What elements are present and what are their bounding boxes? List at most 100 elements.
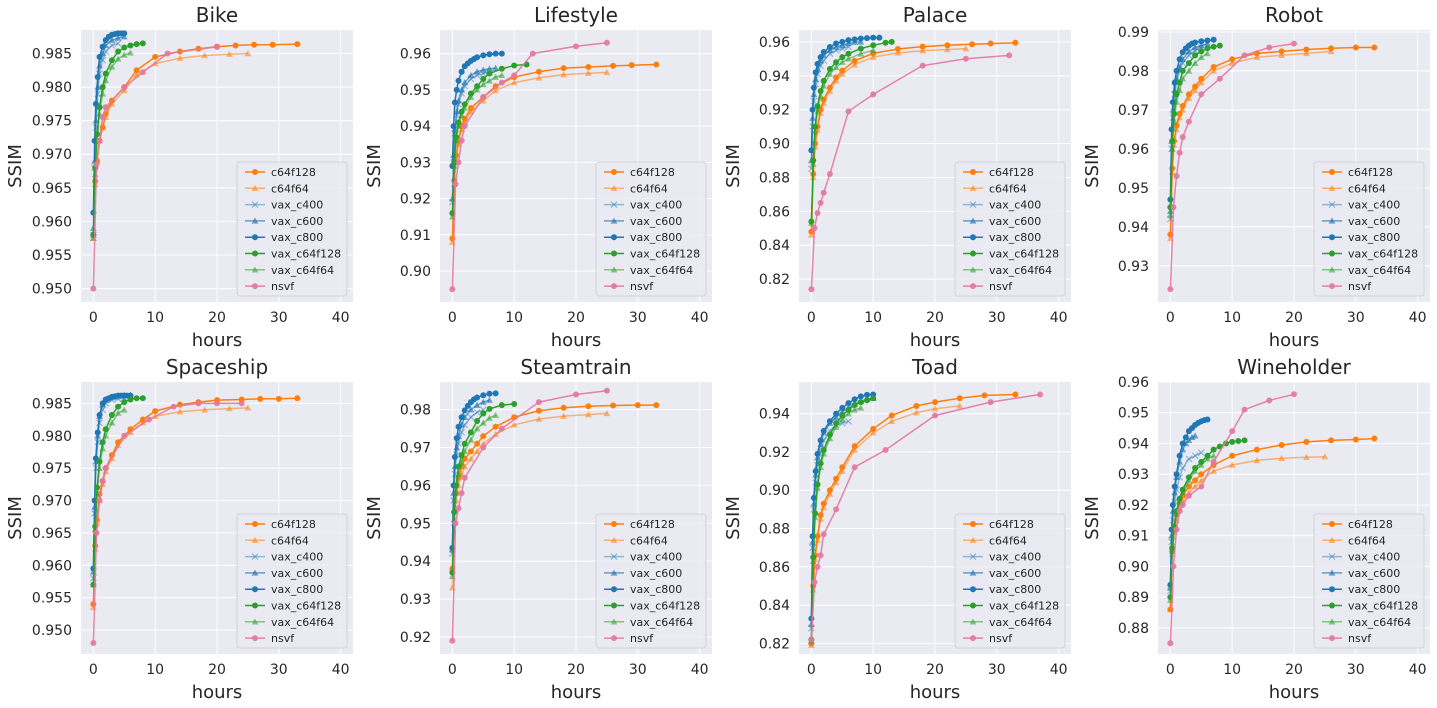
x-tick-label: 30 xyxy=(270,662,288,678)
data-point xyxy=(214,43,220,50)
series-line-vax_c64f64 xyxy=(92,52,131,239)
data-point xyxy=(99,478,106,485)
data-point xyxy=(1191,87,1199,94)
legend-marker-vax_c600 xyxy=(969,569,977,576)
x-tick-label: 30 xyxy=(1347,310,1365,326)
y-tick-label: 0.82 xyxy=(759,636,790,652)
legend-marker-vax_c800 xyxy=(970,234,976,241)
legend-label: vax_c800 xyxy=(1348,231,1400,244)
data-point xyxy=(479,97,487,104)
x-tick-label: 0 xyxy=(89,662,98,678)
y-tick-label: 0.95 xyxy=(400,83,431,99)
data-area xyxy=(1166,391,1378,647)
data-point xyxy=(1179,67,1186,74)
data-point xyxy=(535,74,543,81)
data-point xyxy=(807,641,815,649)
data-point xyxy=(845,55,852,62)
data-point xyxy=(1185,94,1193,101)
legend-label: vax_c64f128 xyxy=(271,600,341,613)
data-point xyxy=(164,50,171,57)
data-point xyxy=(1371,435,1378,442)
data-point xyxy=(93,529,100,536)
data-point xyxy=(458,137,465,144)
data-point xyxy=(1352,44,1359,51)
data-point xyxy=(814,60,821,67)
data-area xyxy=(1166,36,1378,293)
data-point xyxy=(474,418,481,425)
data-point xyxy=(1012,39,1019,46)
data-point xyxy=(839,404,846,411)
legend-label: nsvf xyxy=(271,632,295,645)
data-point xyxy=(1192,52,1199,59)
series-nsvf xyxy=(449,387,610,644)
data-point xyxy=(102,426,109,433)
chart-title: Robot xyxy=(1265,3,1323,27)
legend-label: c64f128 xyxy=(1348,166,1393,179)
data-point xyxy=(1179,501,1186,508)
data-point xyxy=(455,423,462,430)
panel-spaceship: 0 10 20 30 40 0.950 0.955 0.960 0.965 0.970 0.975 0… xyxy=(5,355,353,703)
data-point xyxy=(1291,391,1297,398)
data-point xyxy=(1185,67,1193,74)
data-point xyxy=(932,412,938,419)
data-point xyxy=(479,66,487,73)
legend-marker-c64f64 xyxy=(610,184,618,192)
legend-label: vax_c400 xyxy=(271,551,323,564)
legend-label: vax_c800 xyxy=(1348,583,1400,596)
data-point xyxy=(1171,483,1178,490)
data-point xyxy=(473,68,481,75)
data-point xyxy=(1197,449,1205,457)
x-tick-label: 0 xyxy=(448,662,457,678)
panel-steamtrain: 0 10 20 30 40 0.92 0.93 0.94 0.95 0.96 0.97 0.98 Ste… xyxy=(364,355,712,703)
data-point xyxy=(492,423,499,430)
data-point xyxy=(870,91,877,98)
data-point xyxy=(1216,75,1223,82)
x-tick-label: 10 xyxy=(505,310,523,326)
data-point xyxy=(913,402,920,409)
data-point xyxy=(1197,79,1205,86)
legend-label: vax_c64f64 xyxy=(271,264,334,277)
legend-marker-nsvf xyxy=(252,635,258,642)
y-tick-label: 0.92 xyxy=(759,103,790,119)
data-point xyxy=(294,41,301,48)
data-point xyxy=(458,414,465,421)
data-point xyxy=(1191,59,1199,66)
x-tick-label: 30 xyxy=(270,310,288,326)
legend-label: vax_c64f64 xyxy=(271,616,334,629)
x-tick-label: 10 xyxy=(146,662,164,678)
legend-marker-vax_c64f64 xyxy=(251,266,259,273)
data-point xyxy=(919,62,926,69)
data-point xyxy=(102,465,109,472)
legend-marker-vax_c64f128 xyxy=(611,602,617,609)
data-point xyxy=(498,79,505,86)
legend-marker-vax_c64f128 xyxy=(611,250,617,257)
legend-label: nsvf xyxy=(989,280,1013,293)
data-point xyxy=(826,46,834,54)
series-line-vax_c64f64 xyxy=(1169,52,1208,216)
data-point xyxy=(888,412,895,419)
legend-marker-vax_c400 xyxy=(969,201,977,209)
legend-marker-vax_c400 xyxy=(969,553,977,561)
x-tick-label: 20 xyxy=(1285,662,1303,678)
legend-label: vax_c800 xyxy=(630,231,682,244)
data-point xyxy=(139,40,146,47)
series-line-nsvf xyxy=(451,389,607,641)
data-point xyxy=(458,86,466,93)
data-area xyxy=(807,34,1019,293)
legend-marker-vax_c600 xyxy=(251,569,259,576)
legend-marker-c64f64 xyxy=(969,184,977,192)
y-tick-label: 0.95 xyxy=(1118,406,1149,422)
data-point xyxy=(225,405,233,412)
data-point xyxy=(133,395,140,402)
data-point xyxy=(814,536,821,543)
chart-title: Steamtrain xyxy=(520,355,631,379)
data-point xyxy=(584,69,592,76)
data-point xyxy=(176,408,184,415)
data-point xyxy=(1173,173,1180,180)
data-point xyxy=(833,59,840,66)
data-point xyxy=(851,446,859,453)
data-point xyxy=(1229,428,1236,435)
x-tick-label: 30 xyxy=(629,310,647,326)
data-point xyxy=(820,450,828,457)
panel-toad: 0 10 20 30 40 0.82 0.84 0.86 0.88 0.90 0.92 0.94 Toa… xyxy=(723,355,1071,703)
